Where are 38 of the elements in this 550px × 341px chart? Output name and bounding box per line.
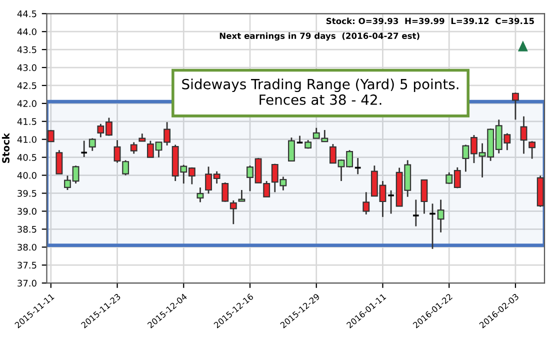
candlestick — [47, 129, 54, 142]
y-tick-label: 43.5 — [17, 46, 36, 54]
annotation: Stock: O=39.93 H=39.99 L=39.12 C=39.15 — [326, 18, 534, 24]
candlestick — [437, 199, 444, 234]
candlestick — [362, 191, 370, 216]
y-tick-label: 41.0 — [17, 136, 36, 143]
y-tick-label: 37.5 — [18, 262, 36, 269]
annotation: Next earnings in 79 days (2016-04-27 est) — [220, 32, 420, 41]
candlestick — [196, 186, 204, 203]
y-tick-label: 44.0 — [17, 28, 36, 36]
candlestick — [520, 116, 528, 154]
y-tick-label: 42.0 — [17, 100, 36, 107]
candlestick — [80, 140, 88, 158]
candlestick — [528, 140, 536, 160]
y-tick-label: 43.0 — [17, 64, 36, 72]
y-tick-label: 39.0 — [18, 208, 36, 215]
candlestick — [288, 136, 295, 162]
candlestick — [222, 182, 229, 203]
candlestick — [420, 178, 428, 214]
y-tick-label: 39.5 — [18, 190, 36, 197]
candlestick — [230, 200, 237, 225]
candlestick — [238, 189, 246, 202]
candlestick — [387, 190, 395, 214]
candlestick — [130, 142, 138, 154]
candlestick — [56, 149, 63, 175]
y-tick-label: 38.5 — [18, 226, 36, 233]
y-tick-label: 38.0 — [18, 244, 36, 251]
candlestick — [512, 92, 519, 120]
y-tick-label: 37.0 — [18, 280, 36, 287]
y-tick-label: 40.0 — [17, 172, 36, 179]
annotation: Sideways Trading Range (Yard) 5 points. Fences at 38 - 42. — [182, 78, 458, 105]
y-tick-label: 42.5 — [17, 82, 36, 90]
y-axis-title: Stock — [2, 132, 10, 163]
y-tick-label: 44.5 — [17, 10, 36, 18]
y-tick-label: 41.5 — [17, 118, 36, 125]
candlestick — [88, 138, 96, 152]
candlestick — [412, 199, 420, 227]
y-tick-label: 40.5 — [17, 154, 36, 161]
